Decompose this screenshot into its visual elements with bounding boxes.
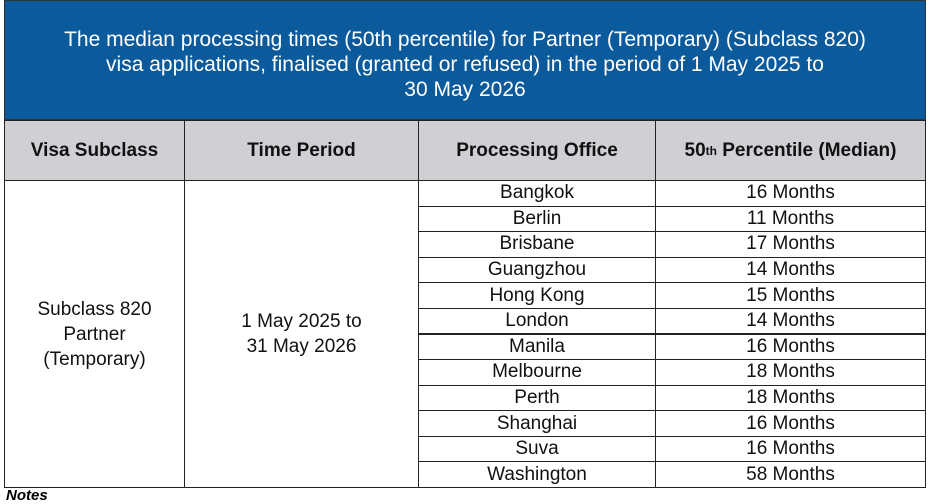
office-cell: Hong Kong — [418, 282, 656, 309]
cell-line: Subclass 820 — [37, 298, 152, 320]
office-cell: London — [418, 307, 656, 335]
cell-line: (Temporary) — [43, 348, 146, 370]
office-cell: Guangzhou — [418, 256, 656, 284]
median-cell: 15 Months — [655, 282, 926, 309]
median-cell: 11 Months — [655, 205, 926, 233]
visa-subclass-cell: Subclass 820 Partner (Temporary) — [4, 180, 185, 488]
title-line: The median processing times (50th percen… — [64, 28, 866, 51]
office-cell: Manila — [418, 333, 656, 361]
median-cell: 16 Months — [655, 333, 926, 361]
median-cell: 16 Months — [655, 435, 926, 463]
office-cell: Perth — [418, 384, 656, 412]
title-line: 30 May 2026 — [404, 78, 526, 101]
column-header: Visa Subclass — [4, 120, 185, 181]
time-period-cell: 1 May 2025 to 31 May 2026 — [184, 180, 419, 488]
office-cell: Melbourne — [418, 359, 656, 386]
column-header: Processing Office — [418, 120, 656, 181]
office-cell: Suva — [418, 435, 656, 463]
median-cell: 18 Months — [655, 384, 926, 412]
title-banner: The median processing times (50th percen… — [4, 0, 926, 120]
median-cell: 14 Months — [655, 256, 926, 284]
median-cell: 16 Months — [655, 410, 926, 437]
office-cell: Shanghai — [418, 410, 656, 437]
cell-line: 1 May 2025 to — [241, 311, 362, 332]
office-cell: Washington — [418, 461, 656, 488]
header-superscript: th — [705, 143, 717, 158]
median-cell: 17 Months — [655, 231, 926, 258]
office-cell: Berlin — [418, 205, 656, 233]
office-cell: Brisbane — [418, 231, 656, 258]
median-cell: 14 Months — [655, 307, 926, 335]
cell-line: 31 May 2026 — [246, 336, 357, 357]
column-header: Time Period — [184, 120, 419, 181]
notes-heading: Notes — [6, 487, 48, 504]
office-cell: Bangkok — [418, 180, 656, 207]
median-cell: 58 Months — [655, 461, 926, 488]
header-text: Percentile (Median) — [716, 139, 897, 161]
title-line: visa applications, finalised (granted or… — [106, 53, 824, 76]
median-cell: 18 Months — [655, 359, 926, 386]
cell-line: Partner — [63, 323, 126, 345]
median-cell: 16 Months — [655, 180, 926, 207]
header-text: 50 — [684, 139, 706, 161]
